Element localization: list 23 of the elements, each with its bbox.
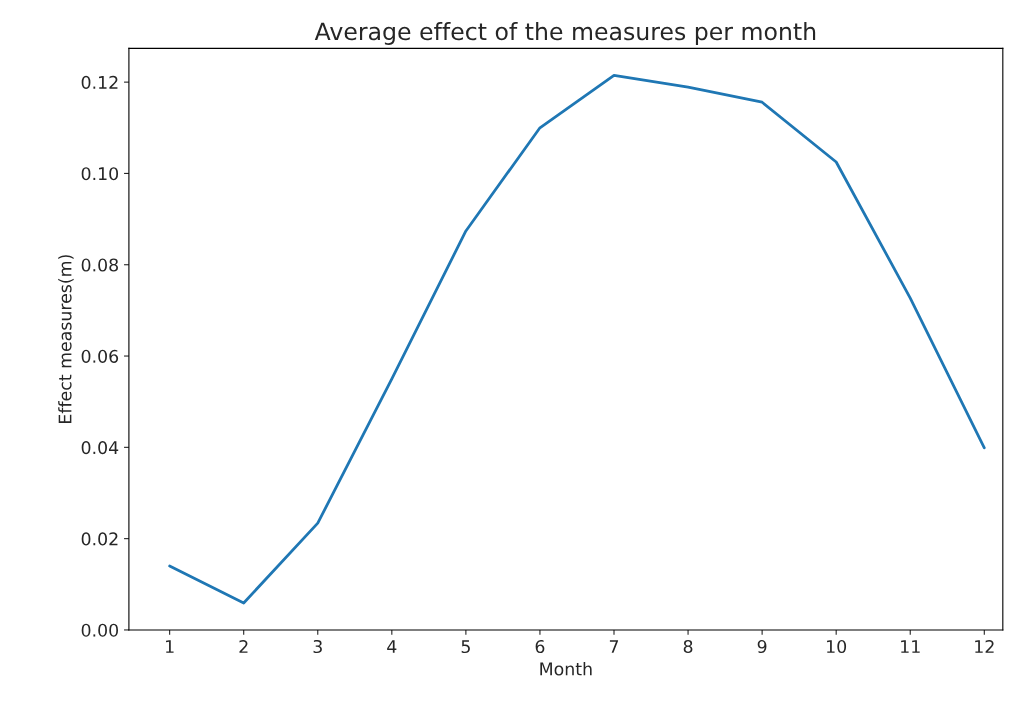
x-tick-label: 11 [901,640,920,653]
x-tick-label: 4 [387,640,397,653]
y-tick-label: 0.00 [81,623,119,637]
x-tick-label: 10 [827,639,847,654]
y-tick-label: 0.06 [81,349,119,363]
y-tick-label: 0.12 [81,75,118,89]
line-series [168,73,986,605]
x-tick-label: 1 [166,640,174,653]
x-axis-title: Month [540,662,592,676]
y-tick-label: 0.08 [81,258,118,272]
y-tick-label: 0.02 [81,532,118,546]
y-axis-title: Effect measures(m) [58,255,74,423]
y-tick-label: 0.04 [81,441,119,455]
x-tick-label: 2 [239,639,248,653]
x-tick-label: 6 [535,639,545,654]
x-tick-label: 7 [609,640,619,653]
x-tick-label: 8 [683,639,693,654]
chart-title: Average effect of the measures per month [314,22,816,45]
y-tick-label: 0.10 [81,167,119,181]
x-tick-label: 5 [461,640,470,654]
x-tick-label: 3 [313,639,322,654]
x-tick-label: 12 [975,639,994,653]
x-tick-label: 9 [757,639,767,654]
